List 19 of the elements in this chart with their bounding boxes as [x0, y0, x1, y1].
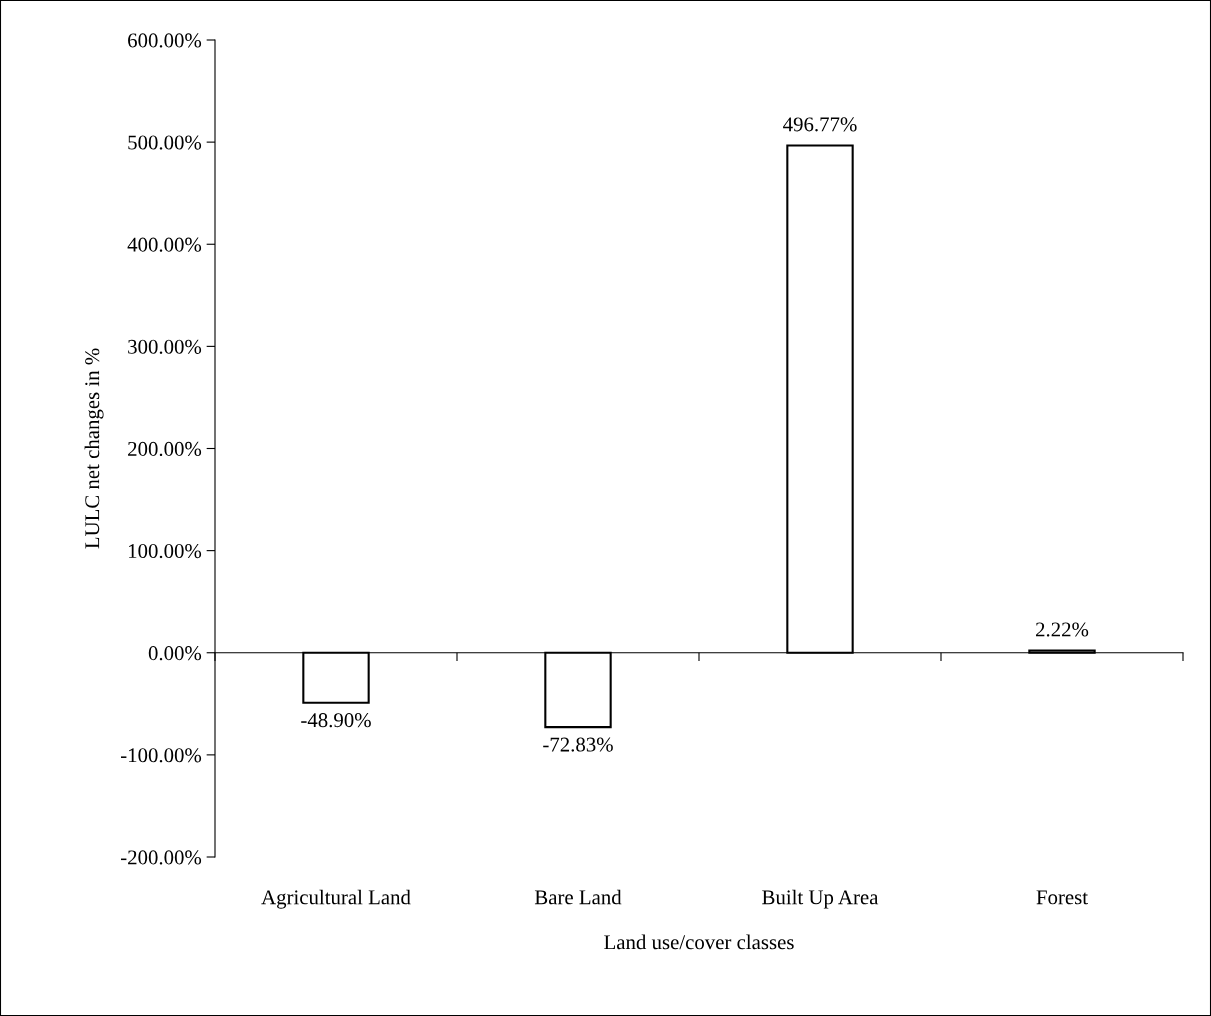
- y-tick-label: 400.00%: [127, 237, 202, 252]
- y-tick-label: 100.00%: [128, 544, 202, 559]
- y-tick-label: -200.00%: [121, 850, 202, 865]
- data-label: -72.83%: [543, 737, 613, 752]
- y-tick-label: 0.00%: [148, 646, 202, 661]
- x-tick-label: Agricultural Land: [261, 889, 411, 909]
- y-tick-label: 500.00%: [128, 135, 202, 150]
- x-tick-label: Built Up Area: [762, 889, 879, 909]
- x-tick-label: Forest: [1036, 890, 1088, 905]
- x-tick-label: Bare Land: [534, 889, 622, 905]
- y-axis-title: LULC net changes in %: [84, 348, 104, 549]
- data-label: 2.22%: [1036, 622, 1089, 637]
- y-tick-label: 300.00%: [128, 339, 202, 354]
- y-tick-label: -100.00%: [121, 748, 202, 763]
- x-axis-title: Land use/cover classes: [604, 934, 794, 950]
- data-label: 496.77%: [783, 117, 857, 132]
- y-tick-label: 600.00%: [128, 33, 202, 48]
- data-label: -48.90%: [301, 713, 371, 728]
- y-tick-label: 200.00%: [128, 441, 202, 457]
